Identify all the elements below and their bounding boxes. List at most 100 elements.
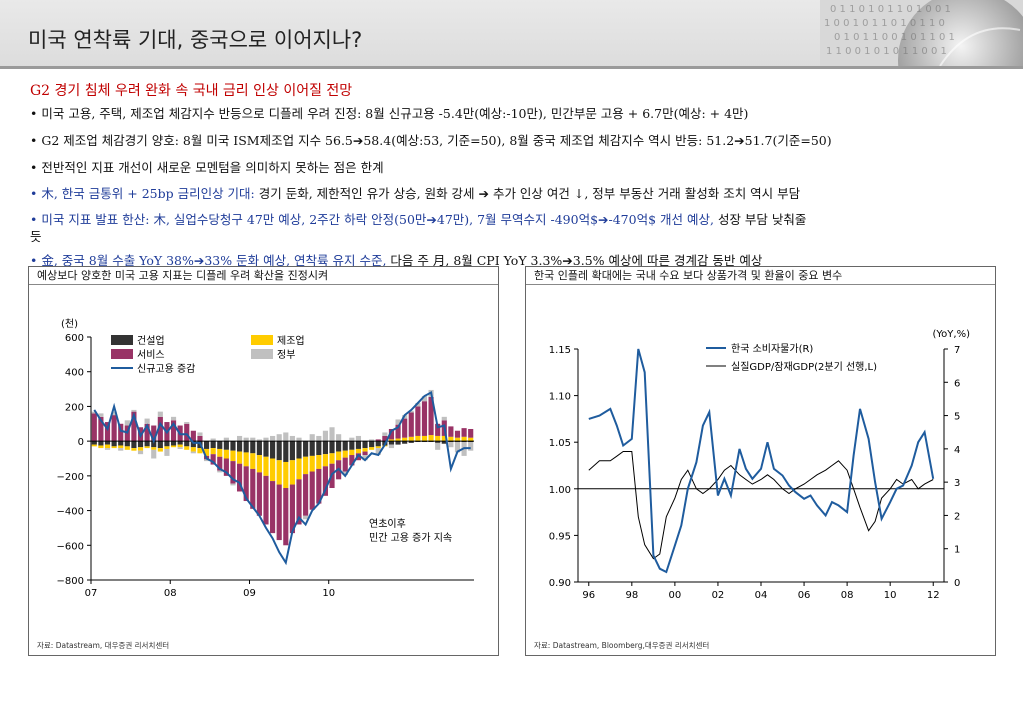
bar-0 — [270, 441, 276, 459]
bar-3 — [210, 438, 216, 442]
bar-0 — [375, 441, 381, 447]
bar-1 — [369, 447, 375, 450]
bar-0 — [362, 441, 368, 449]
bar-2 — [170, 420, 177, 442]
bar-3 — [276, 434, 282, 442]
x-tick-label: 04 — [755, 590, 768, 601]
bar-3 — [137, 450, 144, 455]
bar-3 — [415, 402, 421, 407]
svg-text:0 1 0 1 1 0 0 1 0 1 1 0 1: 0 1 0 1 1 0 0 1 0 1 1 0 1 — [834, 32, 955, 43]
bar-1 — [243, 452, 249, 467]
bar-3 — [382, 432, 388, 436]
bar-0 — [329, 441, 335, 454]
bar-3 — [223, 437, 229, 442]
bar-1 — [177, 444, 183, 448]
bar-3 — [322, 430, 328, 442]
bar-1 — [124, 446, 130, 450]
bar-3 — [375, 448, 381, 456]
bar-0 — [322, 441, 328, 455]
svg-text:1 1 0 0 1 0 1 0 1 1 0 0 1: 1 1 0 0 1 0 1 0 1 1 0 0 1 — [826, 46, 947, 57]
bar-3 — [408, 410, 414, 413]
bar-1 — [217, 448, 223, 457]
bar-2 — [402, 418, 408, 438]
bar-3 — [131, 409, 137, 412]
bar-1 — [316, 455, 322, 469]
bar-3 — [283, 432, 289, 442]
bar-0 — [230, 441, 236, 451]
bar-1 — [461, 436, 467, 442]
bar-1 — [98, 445, 104, 449]
bar-1 — [157, 448, 163, 452]
bar-3 — [170, 416, 177, 421]
bar-2 — [468, 428, 474, 438]
bar-1 — [454, 437, 461, 442]
bar-0 — [316, 441, 322, 456]
bar-3 — [144, 418, 150, 424]
bar-1 — [263, 456, 269, 476]
bar-2 — [190, 430, 196, 442]
y-tick-label: 0 — [78, 437, 84, 448]
left-chart-source: 자료: Datastream, 대우증권 리서치센터 — [37, 641, 170, 650]
bar-0 — [250, 441, 256, 454]
legend-swatch — [251, 335, 273, 345]
inflation-chart: 1.151.101.051.000.950.9076543210(YoY,%)9… — [549, 329, 970, 601]
bar-2 — [322, 466, 328, 496]
x-tick-label: 02 — [712, 590, 725, 601]
bar-3 — [104, 448, 111, 450]
bar-3 — [250, 437, 256, 442]
bar-3 — [435, 442, 441, 450]
bar-3 — [243, 437, 249, 442]
bar-1 — [170, 445, 177, 448]
legend-label: 신규고용 증감 — [137, 363, 195, 375]
x-tick-label: 10 — [322, 588, 335, 599]
svg-text:0 1 1 0 1 0 1 1 0 1 0 0 1: 0 1 1 0 1 0 1 1 0 1 0 0 1 — [830, 4, 951, 15]
bar-1 — [362, 448, 368, 452]
bar-3 — [303, 515, 309, 520]
bar-1 — [91, 444, 97, 447]
left-tick-label: 0.95 — [549, 531, 571, 542]
bar-1 — [104, 444, 111, 449]
bar-0 — [369, 441, 375, 448]
bar-0 — [441, 441, 447, 444]
bar-2 — [362, 451, 368, 456]
bar-2 — [276, 484, 282, 541]
annotation-line-2: 민간 고용 증가 지속 — [369, 532, 452, 544]
legend-swatch — [251, 349, 273, 359]
bar-3 — [296, 437, 302, 442]
legend-label: 제조업 — [277, 334, 305, 347]
bar-3 — [111, 411, 117, 416]
bar-2 — [210, 454, 216, 465]
bar-3 — [342, 471, 348, 475]
x-tick-label: 00 — [669, 590, 682, 601]
right-chart-title: 한국 인플레 확대에는 국내 수요 보다 상품가격 및 환율이 중요 변수 — [526, 267, 995, 285]
bar-1 — [164, 446, 170, 449]
bar-0 — [408, 441, 414, 443]
legend-label: 한국 소비자물가(R) — [731, 343, 813, 355]
bar-2 — [283, 488, 289, 546]
bar-3 — [395, 419, 401, 425]
bar-0 — [336, 441, 342, 452]
bar-1 — [303, 456, 309, 475]
bar-0 — [124, 441, 130, 447]
bar-3 — [316, 435, 322, 442]
bar-1 — [342, 450, 348, 458]
bar-0 — [303, 441, 309, 457]
bar-1 — [118, 445, 124, 449]
bar-0 — [131, 441, 137, 449]
bar-2 — [131, 411, 137, 442]
bullet-6-text: 다음 주 月, 8월 CPI YoY 3.3%➔3.5% 예상에 따른 경계감 … — [386, 253, 763, 268]
bar-3 — [270, 435, 276, 442]
bar-1 — [276, 460, 282, 485]
bar-3 — [421, 396, 428, 402]
y-tick-label: −800 — [57, 576, 84, 587]
bar-2 — [435, 423, 441, 436]
x-tick-label: 06 — [798, 590, 811, 601]
bullet-5-wrap: 듯 — [30, 229, 42, 244]
bar-3 — [468, 442, 474, 451]
left-tick-label: 1.15 — [549, 345, 571, 356]
bar-2 — [395, 424, 401, 439]
bullet-5: • 미국 지표 발표 한산: 木, 실업수당청구 47만 예상, 2주간 하락 … — [30, 212, 807, 244]
bar-1 — [131, 448, 137, 451]
bar-3 — [329, 427, 335, 442]
legend-label: 건설업 — [137, 334, 165, 347]
